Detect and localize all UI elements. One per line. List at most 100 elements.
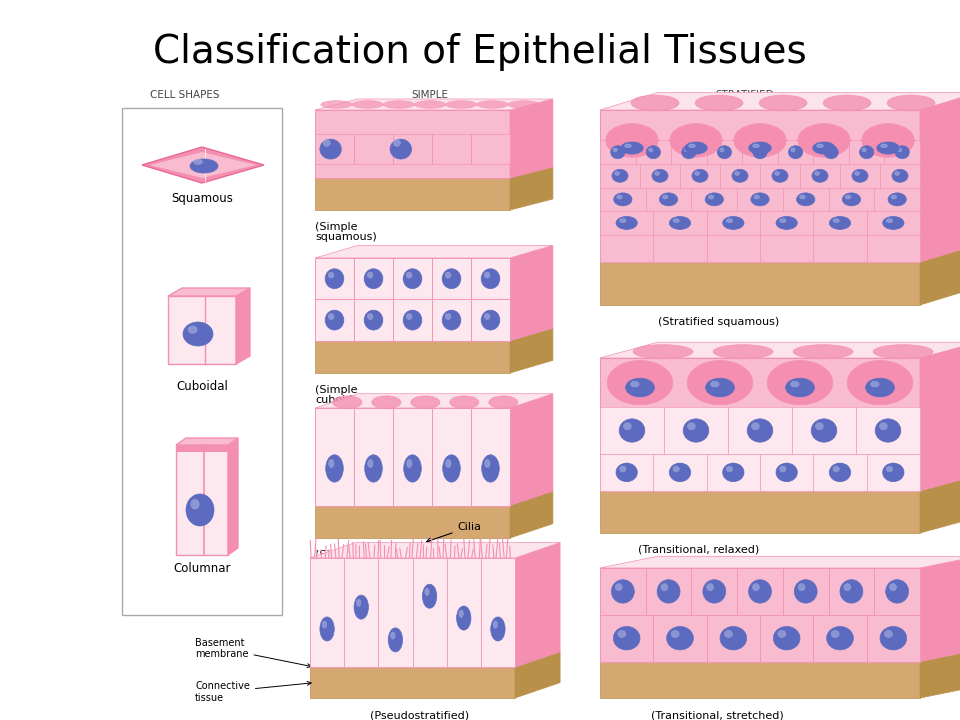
- Ellipse shape: [616, 463, 637, 482]
- Polygon shape: [867, 615, 920, 662]
- Ellipse shape: [477, 101, 508, 108]
- Ellipse shape: [661, 584, 668, 590]
- Polygon shape: [875, 188, 920, 211]
- Ellipse shape: [798, 124, 851, 157]
- Ellipse shape: [846, 195, 851, 199]
- Ellipse shape: [794, 580, 817, 603]
- Polygon shape: [471, 408, 510, 505]
- Ellipse shape: [780, 467, 786, 472]
- Text: (Transitional, relaxed): (Transitional, relaxed): [638, 545, 759, 555]
- Polygon shape: [393, 134, 432, 164]
- Polygon shape: [432, 258, 471, 300]
- Text: Basement
membrane: Basement membrane: [195, 638, 311, 667]
- Ellipse shape: [508, 101, 540, 108]
- Ellipse shape: [328, 272, 334, 278]
- Ellipse shape: [791, 148, 795, 152]
- Polygon shape: [654, 235, 707, 262]
- Ellipse shape: [684, 419, 708, 442]
- Ellipse shape: [854, 171, 859, 176]
- Ellipse shape: [895, 145, 909, 158]
- Polygon shape: [664, 408, 728, 454]
- Ellipse shape: [646, 145, 660, 158]
- Text: SIMPLE: SIMPLE: [412, 90, 448, 100]
- Ellipse shape: [624, 423, 632, 430]
- Ellipse shape: [888, 193, 906, 206]
- Polygon shape: [792, 408, 856, 454]
- Ellipse shape: [684, 148, 688, 152]
- Ellipse shape: [788, 145, 803, 158]
- Ellipse shape: [372, 396, 401, 409]
- Ellipse shape: [774, 626, 800, 650]
- Polygon shape: [920, 342, 960, 491]
- Polygon shape: [228, 438, 238, 555]
- Ellipse shape: [723, 217, 744, 230]
- Ellipse shape: [890, 584, 897, 590]
- Ellipse shape: [391, 632, 395, 639]
- Ellipse shape: [879, 423, 887, 430]
- Ellipse shape: [778, 631, 786, 637]
- Polygon shape: [510, 328, 553, 373]
- Ellipse shape: [325, 310, 344, 330]
- Polygon shape: [920, 650, 960, 698]
- Polygon shape: [920, 245, 960, 305]
- Polygon shape: [813, 454, 867, 491]
- Polygon shape: [640, 164, 680, 188]
- Polygon shape: [600, 662, 920, 698]
- Ellipse shape: [840, 580, 863, 603]
- Ellipse shape: [815, 171, 820, 176]
- Polygon shape: [737, 568, 782, 615]
- Polygon shape: [176, 445, 228, 452]
- Polygon shape: [481, 558, 515, 667]
- Ellipse shape: [633, 345, 693, 359]
- Polygon shape: [707, 211, 760, 235]
- Polygon shape: [760, 211, 813, 235]
- Polygon shape: [856, 408, 920, 454]
- Ellipse shape: [655, 171, 660, 176]
- Ellipse shape: [614, 171, 619, 176]
- Ellipse shape: [669, 217, 690, 230]
- Polygon shape: [828, 188, 875, 211]
- Ellipse shape: [613, 626, 640, 650]
- Polygon shape: [510, 246, 553, 341]
- Ellipse shape: [671, 631, 680, 637]
- Ellipse shape: [323, 621, 326, 629]
- Polygon shape: [393, 408, 432, 505]
- Ellipse shape: [886, 467, 893, 472]
- Ellipse shape: [753, 145, 767, 158]
- Polygon shape: [867, 454, 920, 491]
- Ellipse shape: [749, 580, 772, 603]
- Ellipse shape: [871, 382, 879, 387]
- Ellipse shape: [612, 169, 628, 182]
- Polygon shape: [168, 288, 250, 296]
- Ellipse shape: [406, 272, 412, 278]
- Polygon shape: [778, 140, 813, 164]
- Ellipse shape: [631, 382, 639, 387]
- Polygon shape: [600, 92, 960, 110]
- Ellipse shape: [847, 361, 913, 405]
- Ellipse shape: [425, 588, 429, 595]
- Ellipse shape: [352, 101, 383, 108]
- Ellipse shape: [489, 396, 518, 409]
- Ellipse shape: [190, 159, 218, 173]
- Ellipse shape: [485, 272, 490, 278]
- Ellipse shape: [733, 124, 786, 157]
- Ellipse shape: [608, 361, 673, 405]
- Ellipse shape: [365, 455, 382, 482]
- Polygon shape: [737, 188, 782, 211]
- Polygon shape: [510, 491, 553, 538]
- Ellipse shape: [767, 361, 832, 405]
- Ellipse shape: [720, 148, 724, 152]
- Polygon shape: [315, 394, 553, 408]
- Ellipse shape: [886, 580, 908, 603]
- Ellipse shape: [415, 101, 445, 108]
- Polygon shape: [315, 300, 354, 341]
- Ellipse shape: [813, 142, 835, 154]
- Ellipse shape: [669, 463, 690, 482]
- Ellipse shape: [892, 169, 908, 182]
- Polygon shape: [600, 342, 960, 358]
- Polygon shape: [432, 300, 471, 341]
- Polygon shape: [600, 211, 654, 235]
- Ellipse shape: [613, 148, 617, 152]
- Ellipse shape: [407, 459, 412, 467]
- Ellipse shape: [775, 171, 780, 176]
